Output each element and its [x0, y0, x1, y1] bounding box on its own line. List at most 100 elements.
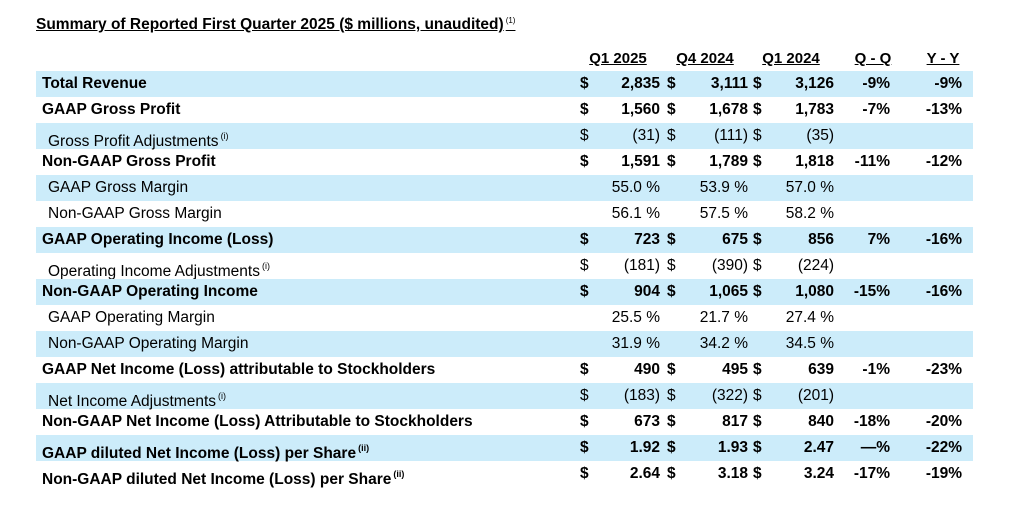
value-cell: 53.9 % — [699, 179, 748, 196]
value-cell: (35) — [806, 127, 834, 144]
row-label-text: Total Revenue — [42, 75, 147, 92]
value-cell: 1,560 — [621, 101, 660, 118]
table-title: Summary of Reported First Quarter 2025 (… — [36, 16, 515, 34]
currency-symbol: $ — [753, 361, 762, 378]
row-label-text: Net Income Adjustments — [48, 393, 216, 410]
row-label-text: GAAP Gross Profit — [42, 101, 181, 118]
row-label: GAAP Gross Margin — [48, 175, 188, 201]
currency-symbol: $ — [667, 153, 676, 170]
qq-change: -18% — [853, 413, 890, 430]
row-label: Non-GAAP Operating Margin — [48, 331, 248, 357]
currency-symbol: $ — [667, 413, 676, 430]
yy-change: -12% — [925, 153, 962, 170]
value-cell: (201) — [797, 387, 834, 404]
value-cell: (181) — [623, 257, 660, 274]
row-label: Non-GAAP diluted Net Income (Loss) per S… — [42, 461, 404, 493]
value-cell: 3.24 — [803, 465, 834, 482]
qq-change: -11% — [854, 153, 890, 170]
yy-change: -13% — [925, 101, 962, 118]
row-footnote: (i) — [261, 261, 270, 271]
table-row: GAAP Operating Income (Loss) $723 $675 $856… — [36, 227, 973, 253]
qq-change: -1% — [862, 361, 890, 378]
value-cell: 817 — [722, 413, 748, 430]
currency-symbol: $ — [667, 231, 676, 248]
currency-symbol: $ — [667, 75, 676, 92]
table-row: Non-GAAP Gross Margin 56.1 % 57.5 % 58.2 % — [36, 201, 973, 227]
currency-symbol: $ — [667, 283, 676, 300]
row-label: GAAP Net Income (Loss) attributable to S… — [42, 357, 435, 383]
row-label: Total Revenue — [42, 71, 147, 97]
currency-symbol: $ — [753, 231, 762, 248]
value-cell: 1,678 — [709, 101, 748, 118]
value-cell: 55.0 % — [611, 179, 660, 196]
value-cell: 57.5 % — [699, 205, 748, 222]
row-label-text: Non-GAAP Gross Profit — [42, 153, 216, 170]
value-cell: 1.93 — [717, 439, 748, 456]
currency-symbol: $ — [580, 101, 589, 118]
col-header-q1-2025: Q1 2025 — [589, 50, 647, 67]
qq-change: -7% — [862, 101, 890, 118]
yy-change: -16% — [925, 283, 962, 300]
table-row: Non-GAAP diluted Net Income (Loss) per S… — [36, 461, 973, 488]
value-cell: 3,111 — [710, 75, 748, 92]
value-cell: 3.18 — [717, 465, 748, 482]
value-cell: (183) — [623, 387, 660, 404]
value-cell: 2.64 — [629, 465, 660, 482]
currency-symbol: $ — [667, 465, 676, 482]
row-label-text: Non-GAAP Gross Margin — [48, 205, 222, 222]
qq-change: —% — [860, 439, 890, 456]
currency-symbol: $ — [580, 153, 589, 170]
value-cell: (224) — [797, 257, 834, 274]
value-cell: 856 — [808, 231, 834, 248]
table-row: Non-GAAP Net Income (Loss) Attributable … — [36, 409, 973, 435]
table-row: Total Revenue $2,835 $3,111 $3,126 -9% -9% — [36, 71, 973, 97]
currency-symbol: $ — [580, 361, 589, 378]
row-label-text: GAAP diluted Net Income (Loss) per Share — [42, 445, 357, 462]
yy-change: -20% — [925, 413, 962, 430]
table-row: GAAP Gross Margin 55.0 % 53.9 % 57.0 % — [36, 175, 973, 201]
row-label: Non-GAAP Gross Profit — [42, 149, 216, 175]
row-label: GAAP Gross Profit — [42, 97, 180, 123]
row-label: GAAP diluted Net Income (Loss) per Share… — [42, 435, 369, 467]
value-cell: 723 — [634, 231, 660, 248]
row-label-text: GAAP Net Income (Loss) attributable to S… — [42, 361, 436, 378]
currency-symbol: $ — [580, 283, 589, 300]
row-label: GAAP Operating Income (Loss) — [42, 227, 273, 253]
currency-symbol: $ — [580, 127, 589, 144]
currency-symbol: $ — [753, 465, 762, 482]
row-label-text: Gross Profit Adjustments — [48, 133, 219, 150]
value-cell: 904 — [634, 283, 660, 300]
row-label-text: Non-GAAP Operating Margin — [48, 335, 249, 352]
value-cell: 31.9 % — [611, 335, 660, 352]
value-cell: (390) — [711, 257, 748, 274]
row-label-text: Operating Income Adjustments — [48, 263, 260, 280]
col-header-q4-2024: Q4 2024 — [676, 50, 734, 67]
currency-symbol: $ — [667, 101, 676, 118]
yy-change: -22% — [925, 439, 962, 456]
currency-symbol: $ — [580, 465, 589, 482]
value-cell: (322) — [711, 387, 748, 404]
value-cell: 840 — [808, 413, 834, 430]
value-cell: 58.2 % — [785, 205, 834, 222]
table-row: Non-GAAP Operating Margin 31.9 % 34.2 % 34.… — [36, 331, 973, 357]
table-row: Non-GAAP Operating Income $904 $1,065 $1,08… — [36, 279, 973, 305]
currency-symbol: $ — [580, 257, 589, 274]
value-cell: (111) — [714, 127, 748, 144]
row-label-text: Non-GAAP diluted Net Income (Loss) per S… — [42, 471, 392, 488]
row-label-text: Non-GAAP Operating Income — [42, 283, 258, 300]
row-footnote: (ii) — [393, 469, 405, 479]
qq-change: -15% — [853, 283, 890, 300]
row-label: Operating Income Adjustments (i) — [48, 253, 270, 285]
currency-symbol: $ — [753, 75, 762, 92]
row-label: Non-GAAP Net Income (Loss) Attributable … — [42, 409, 473, 435]
value-cell: 2,835 — [621, 75, 660, 92]
value-cell: 1.92 — [629, 439, 660, 456]
value-cell: 639 — [808, 361, 834, 378]
currency-symbol: $ — [753, 413, 762, 430]
value-cell: 25.5 % — [611, 309, 660, 326]
currency-symbol: $ — [667, 387, 676, 404]
currency-symbol: $ — [753, 283, 762, 300]
yy-change: -23% — [925, 361, 962, 378]
currency-symbol: $ — [667, 361, 676, 378]
yy-change: -19% — [925, 465, 962, 482]
